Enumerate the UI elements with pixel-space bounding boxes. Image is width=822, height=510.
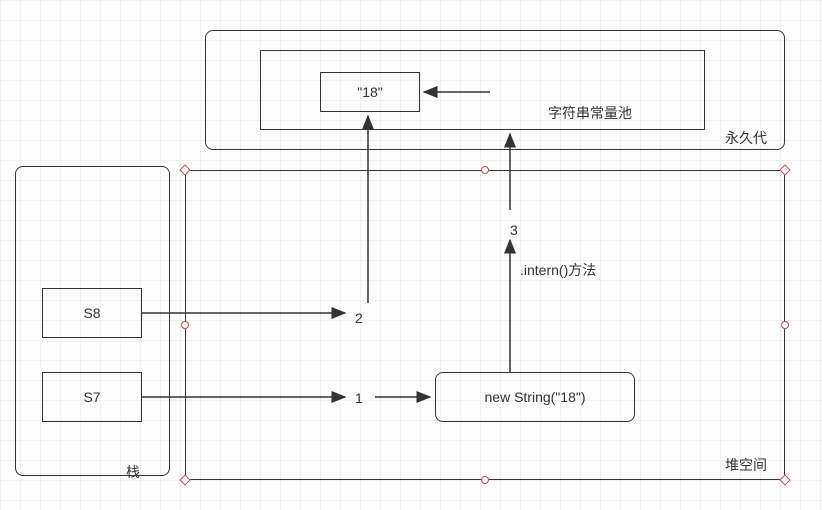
- s7-label: S7: [83, 389, 100, 405]
- s8-label: S8: [83, 305, 100, 321]
- stack-label: 栈: [126, 462, 140, 482]
- step-3: 3: [510, 222, 518, 238]
- literal-18-label: "18": [357, 84, 383, 100]
- string-pool-label: 字符串常量池: [548, 103, 632, 123]
- handle-s[interactable]: [481, 476, 489, 484]
- handle-e[interactable]: [781, 321, 789, 329]
- intern-method-label: .intern()方法: [520, 260, 596, 280]
- s7-box: S7: [42, 372, 142, 422]
- new-string-box: new String("18"): [435, 372, 635, 422]
- new-string-label: new String("18"): [485, 389, 586, 405]
- heap-box[interactable]: [185, 170, 785, 480]
- step-2: 2: [355, 310, 363, 326]
- literal-18-box: "18": [320, 72, 420, 112]
- heap-label: 堆空间: [725, 455, 767, 475]
- s8-box: S8: [42, 288, 142, 338]
- handle-w[interactable]: [181, 321, 189, 329]
- permgen-label: 永久代: [725, 128, 767, 148]
- handle-n[interactable]: [481, 166, 489, 174]
- step-1: 1: [355, 390, 363, 406]
